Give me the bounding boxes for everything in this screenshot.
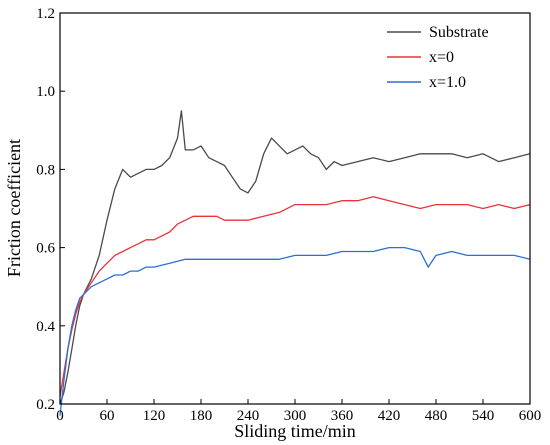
x-tick-label: 540 — [472, 408, 495, 424]
y-tick-label: 0.8 — [36, 162, 55, 178]
axis-ticks — [59, 12, 531, 405]
series-line-x0 — [59, 196, 531, 397]
legend-label-substrate: Substrate — [429, 24, 489, 41]
x-tick-label: 0 — [56, 408, 64, 424]
x-tick-label: 120 — [143, 408, 166, 424]
tick-labels: 0 60 120 180 240 300 360 420 480 540 600 0.2 0.4 0.6 0… — [36, 6, 541, 424]
y-tick-label: 0.4 — [36, 319, 55, 335]
x-tick-label: 300 — [284, 408, 307, 424]
x-tick-label: 60 — [100, 408, 115, 424]
x-tick-label: 480 — [425, 408, 448, 424]
y-tick-label: 1.2 — [36, 6, 55, 22]
series-line-substrate — [59, 110, 531, 405]
x-tick-label: 360 — [331, 408, 354, 424]
x-axis-title: Sliding time/min — [234, 421, 356, 441]
y-tick-label: 0.2 — [36, 397, 55, 413]
legend-label-x1: x=1.0 — [429, 74, 466, 91]
series-line-x1 — [59, 246, 531, 416]
y-tick-label: 0.6 — [36, 241, 55, 257]
plot-frame — [59, 12, 531, 405]
x-tick-label: 180 — [190, 408, 213, 424]
y-axis-title: Friction coefficient — [4, 139, 24, 277]
legend: Substrate x=0 x=1.0 — [387, 24, 489, 91]
x-tick-label: 240 — [237, 408, 260, 424]
x-tick-label: 600 — [519, 408, 542, 424]
legend-label-x0: x=0 — [429, 49, 454, 66]
x-tick-label: 420 — [378, 408, 401, 424]
plot-lines — [59, 110, 531, 416]
y-tick-label: 1.0 — [36, 84, 55, 100]
